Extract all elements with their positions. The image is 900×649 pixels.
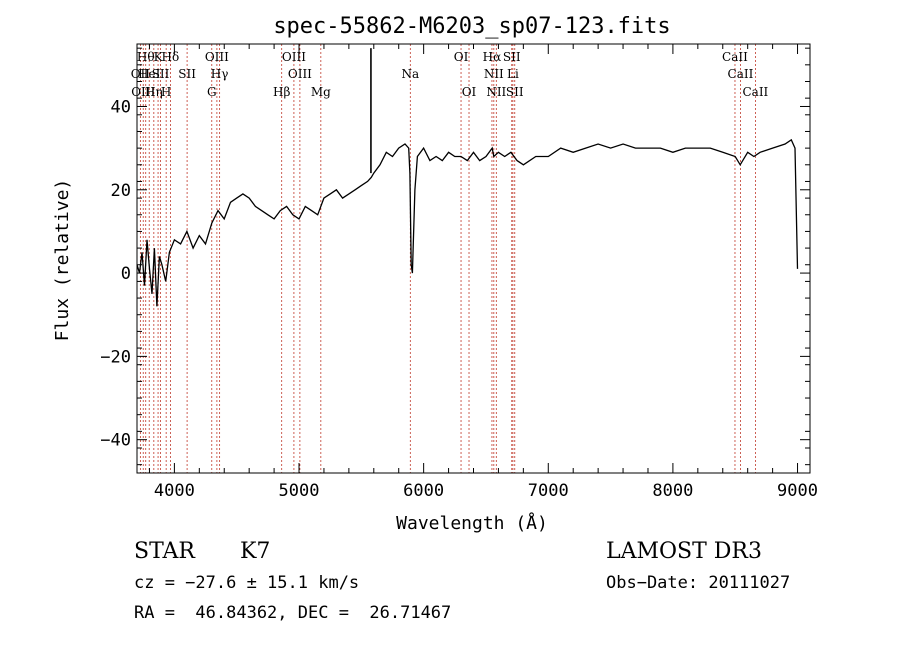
line-marker-label: Li xyxy=(507,67,519,81)
x-tick-label: 7000 xyxy=(528,481,569,501)
line-marker-label: SII xyxy=(503,50,521,64)
object-class: STAR xyxy=(134,539,195,564)
x-tick-label: 4000 xyxy=(154,481,195,501)
y-tick-label: −20 xyxy=(100,347,131,367)
line-marker-label: Na xyxy=(401,67,419,81)
line-marker-label: OI xyxy=(462,85,477,99)
x-tick-label: 6000 xyxy=(403,481,444,501)
obs-date-text: Obs−Date: 20111027 xyxy=(606,573,791,593)
x-tick-label: 8000 xyxy=(652,481,693,501)
y-tick-label: 40 xyxy=(111,97,131,117)
line-marker-label: H xyxy=(161,85,171,99)
line-marker-label: SII xyxy=(178,67,196,81)
line-marker-label: OII xyxy=(131,67,151,81)
line-marker-label: Hγ xyxy=(211,67,229,81)
y-tick-label: 0 xyxy=(121,264,131,284)
line-marker-label: Hθ xyxy=(137,50,155,64)
line-marker-label: OIII xyxy=(282,50,306,64)
line-marker-label: SII xyxy=(506,85,524,99)
line-marker-label: Hδ xyxy=(162,50,180,64)
x-axis-label: Wavelength (Å) xyxy=(396,512,548,534)
y-tick-label: −40 xyxy=(100,431,131,451)
spectrum-line xyxy=(136,138,799,307)
line-marker-label: OI xyxy=(454,50,469,64)
line-marker-label: K xyxy=(154,50,164,64)
x-tick-label: 9000 xyxy=(777,481,818,501)
line-marker-label: Mg xyxy=(311,85,331,99)
x-tick-label: 5000 xyxy=(279,481,320,501)
plot-frame xyxy=(136,43,811,474)
line-marker-label: CaII xyxy=(728,67,754,81)
axis-ticks: 4000 5000 6000 7000 8000 9000 −40 −20 0 20 40 xyxy=(100,44,818,501)
object-subclass: K7 xyxy=(240,539,271,564)
line-marker-label: CaII xyxy=(742,85,768,99)
survey-name: LAMOST DR3 xyxy=(606,539,762,564)
line-marker-label: G xyxy=(207,85,217,99)
coordinates-text: RA = 46.84362, DEC = 26.71467 xyxy=(134,603,452,623)
line-marker-label: Hβ xyxy=(273,85,290,99)
line-marker-label: CaII xyxy=(722,50,748,64)
line-marker-labels: OIIOIIIHθHeIHηKSIIHHδSIIGOIIIHγHβOIIIOII… xyxy=(131,50,769,99)
y-axis-label: Flux (relative) xyxy=(52,179,73,342)
line-marker-label: OIII xyxy=(288,67,312,81)
line-marker-label: OIII xyxy=(205,50,229,64)
y-tick-label: 20 xyxy=(111,181,131,201)
line-marker-label: Hη xyxy=(145,85,163,99)
line-markers xyxy=(139,44,756,473)
redshift-text: cz = −27.6 ± 15.1 km/s xyxy=(134,573,360,593)
line-marker-label: HeI xyxy=(138,67,161,81)
line-marker-label: SII xyxy=(152,67,170,81)
chart-title: spec-55862-M6203_sp07-123.fits xyxy=(273,14,670,39)
line-marker-label: NII xyxy=(484,67,504,81)
line-marker-label: Hα xyxy=(483,50,502,64)
line-marker-label: NII xyxy=(486,85,506,99)
